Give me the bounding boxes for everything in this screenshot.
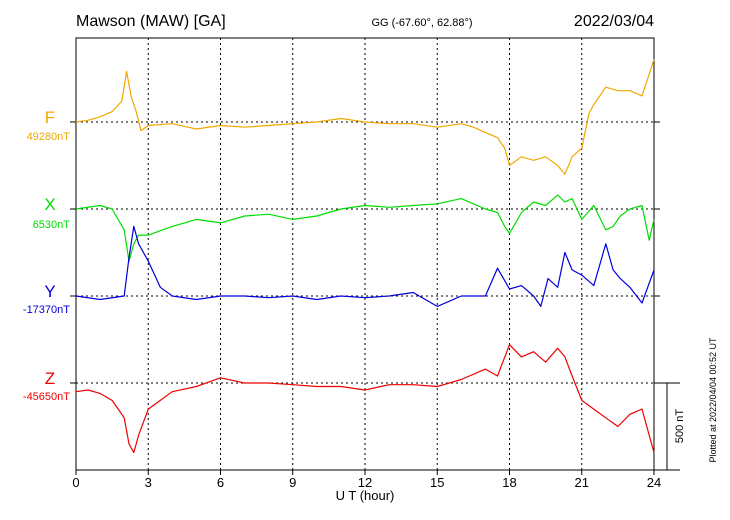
x-tick-label: 3 xyxy=(145,475,152,490)
x-tick-label: 12 xyxy=(358,475,372,490)
scale-bar-label: 500 nT xyxy=(674,409,686,444)
scale-bar: 500 nT xyxy=(654,382,686,471)
series-baseline-value-y: -17370nT xyxy=(23,304,70,316)
x-tick-label: 18 xyxy=(502,475,516,490)
date-label: 2022/03/04 xyxy=(574,13,654,30)
series-line-f xyxy=(75,59,655,175)
x-tick-label: 15 xyxy=(430,475,444,490)
series-line-z xyxy=(75,344,655,454)
series-baseline-value-x: 6530nT xyxy=(33,219,71,231)
x-tick-label: 9 xyxy=(289,475,296,490)
series-baseline-value-z: -45650nT xyxy=(23,391,70,403)
series-name-y: Y xyxy=(44,282,55,301)
series-lines xyxy=(75,59,655,454)
x-tick-label: 21 xyxy=(575,475,589,490)
station-title: Mawson (MAW) [GA] xyxy=(76,13,226,30)
series-baseline-value-f: 49280nT xyxy=(27,131,71,143)
series-line-y xyxy=(75,225,655,307)
series-name-x: X xyxy=(44,195,55,214)
series-line-x xyxy=(75,194,655,262)
x-tick-label: 6 xyxy=(217,475,224,490)
series-labels: F 49280nT X 6530nT Y -17370nT Z -45650nT xyxy=(23,108,70,403)
grid-lines xyxy=(147,38,583,470)
x-tick-label: 0 xyxy=(72,475,79,490)
x-tick-label: 24 xyxy=(647,475,661,490)
series-name-f: F xyxy=(45,108,55,127)
series-name-z: Z xyxy=(45,369,55,388)
x-axis-ticks: 0 3 6 9 12 15 18 21 24 xyxy=(72,470,661,490)
plotted-at-note: Plotted at 2022/04/04 00:52 UT xyxy=(708,337,718,463)
x-axis-label: U T (hour) xyxy=(336,488,395,503)
coordinates-label: GG (-67.60°, 62.88°) xyxy=(371,17,472,29)
